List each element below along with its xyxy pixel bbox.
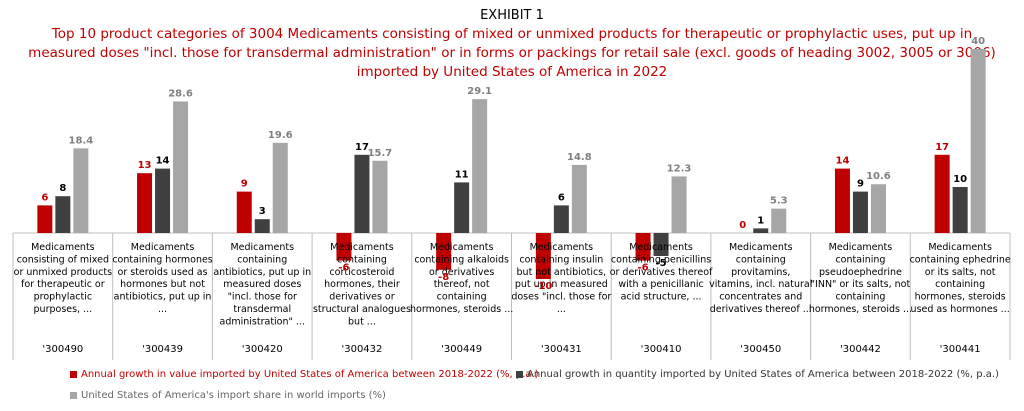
category-code: '300490 [42,344,83,355]
category-label: Medicaments containing alkaloids or deriva… [410,242,513,315]
bar-value-growth [635,233,651,261]
data-label-value-growth: 9 [241,179,248,190]
bar-world-share [970,49,986,233]
category-code: '300439 [142,344,183,355]
data-label-value-growth: -10 [534,281,552,292]
legend-swatch-value-growth [70,370,77,378]
legend-swatch-quantity-growth [516,370,523,378]
category-code: '300450 [740,344,781,355]
bar-quantity-growth [155,168,171,233]
data-label-quantity-growth: 1 [757,215,764,226]
data-label-value-growth: 0 [739,220,746,231]
data-label-world-share: 40 [971,36,985,47]
bar-quantity-growth [852,191,868,233]
data-label-world-share: 5.3 [770,196,788,207]
category-code: '300442 [840,344,881,355]
chart-title: Top 10 product categories of 3004 Medica… [28,26,996,80]
exhibit-label: EXHIBIT 1 [480,8,544,23]
bar-value-growth [236,191,252,233]
legend-item-value-growth: Annual growth in value imported by Unite… [70,369,539,380]
data-label-world-share: 12.3 [667,163,692,174]
legend-item-quantity-growth: Annual growth in quantity imported by Un… [516,369,999,380]
data-label-world-share: 29.1 [467,86,492,97]
bar-value-growth [436,233,452,270]
category-label: Medicaments containing penicillins or deri… [610,242,713,303]
data-label-world-share: 18.4 [69,135,94,146]
bar-quantity-growth [55,196,71,233]
bar-world-share [671,176,687,233]
bar-value-growth [137,173,153,233]
bar-value-growth [834,168,850,233]
category-label: Medicaments consisting of mixed or unmixed… [14,242,112,315]
data-label-quantity-growth: 9 [857,179,864,190]
category-label: Medicaments containing corticosteroid hormo… [313,242,411,327]
data-label-world-share: 15.7 [368,148,393,159]
bar-world-share [173,101,189,233]
bar-quantity-growth [454,182,470,233]
category-code: '300432 [341,344,382,355]
bar-world-share [771,208,787,233]
legend-label-value-growth: Annual growth in value imported by Unite… [81,369,539,380]
bar-world-share [472,99,488,233]
bar-quantity-growth [254,219,270,233]
bar-world-share [272,142,288,233]
legend-item-world-share: United States of America's import share … [70,390,386,401]
bar-value-growth [37,205,53,233]
category-code: '300431 [541,344,582,355]
bar-quantity-growth [553,205,569,233]
data-label-world-share: 14.8 [567,152,592,163]
category-label: Medicaments containing insulin but not ant… [511,242,611,315]
category-code: '300420 [242,344,283,355]
bar-value-growth [535,233,551,279]
legend-swatch-world-share [70,391,77,399]
category-label: Medicaments containing antibiotics, put up… [213,242,311,327]
bar-world-share [870,184,886,233]
data-label-value-growth: 14 [835,156,849,167]
data-label-quantity-growth: 3 [259,206,266,217]
category-label: Medicaments containing provitamins, vitamin… [709,242,812,315]
legend-label-quantity-growth: Annual growth in quantity imported by Un… [527,369,999,380]
bar-quantity-growth [952,187,968,233]
data-label-value-growth: 13 [138,160,152,171]
category-code: '300449 [441,344,482,355]
category-code: '300410 [641,344,682,355]
category-code: '300441 [940,344,981,355]
category-label: Medicaments containing hormones or steroid… [112,242,212,315]
data-label-quantity-growth: -5 [655,258,666,269]
data-label-quantity-growth: 8 [59,183,66,194]
data-label-quantity-growth: 10 [953,174,967,185]
bar-quantity-growth [354,154,370,233]
bar-quantity-growth [753,228,769,233]
category-label: Medicaments containing ephedrine or its sa… [910,242,1011,315]
legend-label-world-share: United States of America's import share … [81,390,386,401]
bar-quantity-growth [653,233,669,256]
data-label-world-share: 19.6 [268,130,293,141]
data-label-world-share: 28.6 [168,88,193,99]
category-label: Medicaments containing pseudoephedrine "INN… [809,242,912,315]
data-label-value-growth: -6 [338,263,349,274]
bar-value-growth [934,154,950,233]
data-label-quantity-growth: 6 [558,192,565,203]
data-label-quantity-growth: 17 [355,142,369,153]
data-label-value-growth: -6 [637,263,648,274]
bar-world-share [73,148,89,233]
data-label-value-growth: -8 [438,272,449,283]
bar-value-growth [336,233,352,261]
data-label-world-share: 10.6 [866,171,891,182]
data-label-value-growth: 6 [41,192,48,203]
bar-world-share [571,164,587,233]
data-label-value-growth: 17 [935,142,949,153]
data-label-quantity-growth: 14 [156,156,170,167]
data-label-quantity-growth: 11 [455,169,469,180]
bar-world-share [372,160,388,233]
